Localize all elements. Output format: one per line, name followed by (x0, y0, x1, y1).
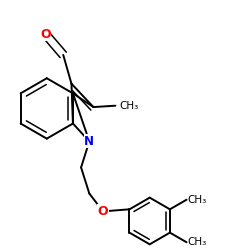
Text: O: O (98, 205, 108, 218)
Text: CH₃: CH₃ (187, 237, 206, 247)
Text: O: O (40, 28, 51, 41)
Text: N: N (84, 135, 94, 148)
Text: CH₃: CH₃ (187, 195, 206, 205)
Text: CH₃: CH₃ (120, 101, 139, 111)
